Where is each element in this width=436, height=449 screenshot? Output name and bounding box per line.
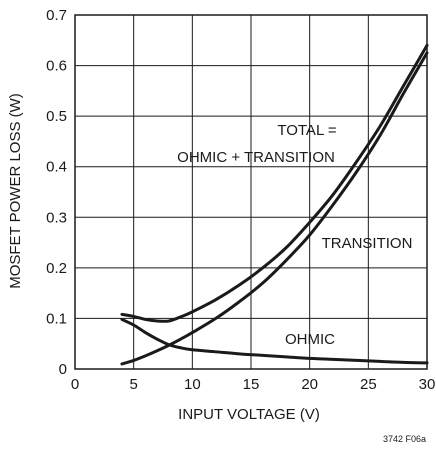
y-tick-label: 0.1 [46, 310, 67, 327]
ohmic-curve [120, 317, 429, 365]
total-annotation-line2: OHMIC + TRANSITION [177, 149, 335, 166]
x-tick-label: 25 [360, 376, 377, 393]
y-tick-label: 0.2 [46, 260, 67, 277]
x-tick-label: 15 [243, 376, 260, 393]
total-annotation-line1: TOTAL = [277, 122, 337, 139]
x-tick-label: 10 [184, 376, 201, 393]
x-tick-label: 20 [301, 376, 318, 393]
y-axis-title: MOSFET POWER LOSS (W) [7, 93, 24, 289]
x-tick-label: 0 [71, 376, 79, 393]
ohmic-annotation: OHMIC [285, 331, 335, 348]
x-axis-title: INPUT VOLTAGE (V) [178, 406, 320, 423]
y-tick-label: 0.3 [46, 209, 67, 226]
plot-frame [74, 14, 428, 370]
tick-labels: 0 5 10 15 20 25 30 0 0.1 0.2 0.3 0.4 0.5 0.6 0.7 [46, 7, 435, 393]
x-tick-label: 30 [419, 376, 436, 393]
grid-lines [75, 15, 427, 369]
curves [120, 43, 429, 366]
y-tick-label: 0.5 [46, 108, 67, 125]
transition-annotation: TRANSITION [322, 235, 413, 252]
y-tick-label: 0.6 [46, 58, 67, 75]
figure-id: 3742 F06a [383, 434, 426, 444]
y-tick-label: 0.4 [46, 159, 67, 176]
y-tick-label: 0.7 [46, 7, 67, 24]
transition-curve [120, 51, 429, 366]
total-curve [120, 43, 429, 323]
y-tick-label: 0 [59, 361, 67, 378]
x-tick-label: 5 [129, 376, 137, 393]
